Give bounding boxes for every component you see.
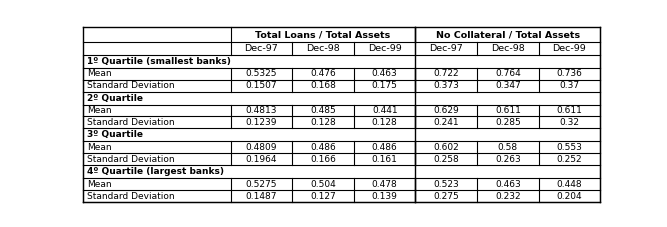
Text: 0.166: 0.166 (310, 155, 336, 164)
Text: No Collateral / Total Assets: No Collateral / Total Assets (436, 30, 580, 39)
Text: 0.139: 0.139 (372, 192, 398, 200)
Text: 0.128: 0.128 (310, 118, 336, 127)
Text: 0.241: 0.241 (434, 118, 459, 127)
Text: 0.486: 0.486 (310, 143, 336, 152)
Text: 0.1239: 0.1239 (245, 118, 277, 127)
Text: 0.232: 0.232 (495, 192, 521, 200)
Text: 0.128: 0.128 (372, 118, 398, 127)
Text: Standard Deviation: Standard Deviation (87, 118, 175, 127)
Text: Standard Deviation: Standard Deviation (87, 155, 175, 164)
Text: 2º Quartile: 2º Quartile (87, 94, 143, 103)
Text: 0.58: 0.58 (498, 143, 518, 152)
Text: Dec-98: Dec-98 (306, 44, 340, 53)
Text: Dec-99: Dec-99 (553, 44, 586, 53)
Text: 0.476: 0.476 (310, 69, 336, 78)
Text: Mean: Mean (87, 143, 111, 152)
Text: 0.347: 0.347 (495, 81, 521, 90)
Text: 0.5325: 0.5325 (245, 69, 277, 78)
Text: 0.611: 0.611 (495, 106, 521, 115)
Text: 0.1964: 0.1964 (245, 155, 277, 164)
Text: 0.553: 0.553 (556, 143, 582, 152)
Text: 0.463: 0.463 (372, 69, 398, 78)
Text: 0.1507: 0.1507 (245, 81, 277, 90)
Text: Standard Deviation: Standard Deviation (87, 81, 175, 90)
Text: 0.611: 0.611 (556, 106, 582, 115)
Text: 0.504: 0.504 (310, 180, 336, 189)
Text: Dec-98: Dec-98 (491, 44, 525, 53)
Text: Mean: Mean (87, 180, 111, 189)
Text: 0.275: 0.275 (434, 192, 459, 200)
Text: 1º Quartile (smallest banks): 1º Quartile (smallest banks) (87, 57, 231, 66)
Text: Standard Deviation: Standard Deviation (87, 192, 175, 200)
Text: Dec-97: Dec-97 (430, 44, 463, 53)
Text: 0.161: 0.161 (372, 155, 398, 164)
Text: 0.463: 0.463 (495, 180, 521, 189)
Text: 0.32: 0.32 (560, 118, 580, 127)
Text: 0.127: 0.127 (310, 192, 336, 200)
Text: 0.4809: 0.4809 (245, 143, 277, 152)
Text: 0.441: 0.441 (372, 106, 398, 115)
Text: 0.252: 0.252 (557, 155, 582, 164)
Text: 0.486: 0.486 (372, 143, 398, 152)
Text: 0.204: 0.204 (557, 192, 582, 200)
Text: 0.485: 0.485 (310, 106, 336, 115)
Text: Total Loans / Total Assets: Total Loans / Total Assets (255, 30, 391, 39)
Text: 4º Quartile (largest banks): 4º Quartile (largest banks) (87, 167, 224, 176)
Text: Mean: Mean (87, 106, 111, 115)
Text: Mean: Mean (87, 69, 111, 78)
Text: Dec-97: Dec-97 (245, 44, 278, 53)
Text: 0.478: 0.478 (372, 180, 398, 189)
Text: 0.523: 0.523 (434, 180, 459, 189)
Text: 0.175: 0.175 (372, 81, 398, 90)
Text: 0.285: 0.285 (495, 118, 521, 127)
Text: 0.736: 0.736 (556, 69, 582, 78)
Text: 0.722: 0.722 (434, 69, 459, 78)
Text: 0.5275: 0.5275 (245, 180, 277, 189)
Text: 3º Quartile: 3º Quartile (87, 130, 143, 139)
Text: 0.448: 0.448 (557, 180, 582, 189)
Text: 0.1487: 0.1487 (245, 192, 277, 200)
Text: 0.373: 0.373 (434, 81, 460, 90)
Text: 0.4813: 0.4813 (245, 106, 277, 115)
Text: 0.263: 0.263 (495, 155, 521, 164)
Text: 0.764: 0.764 (495, 69, 521, 78)
Text: 0.37: 0.37 (560, 81, 580, 90)
Text: 0.168: 0.168 (310, 81, 336, 90)
Text: 0.258: 0.258 (434, 155, 459, 164)
Text: 0.629: 0.629 (434, 106, 459, 115)
Text: Dec-99: Dec-99 (368, 44, 402, 53)
Text: 0.602: 0.602 (434, 143, 459, 152)
